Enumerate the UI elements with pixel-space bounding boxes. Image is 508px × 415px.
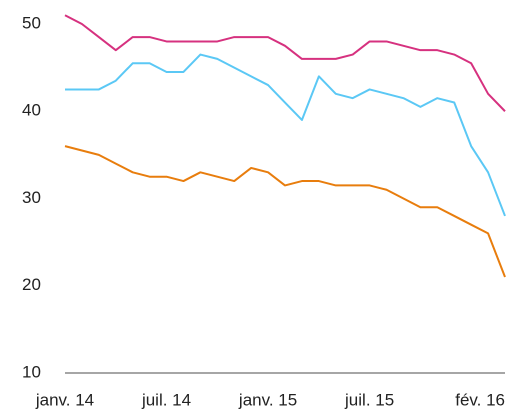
y-tick-label: 50: [22, 13, 41, 32]
y-tick-label: 40: [22, 101, 41, 120]
x-tick-label: janv. 15: [238, 390, 297, 409]
line-series: [64, 14, 506, 112]
x-tick-label: fév. 16: [455, 390, 505, 409]
x-tick-label: juil. 15: [344, 390, 394, 409]
y-tick-label: 10: [22, 362, 41, 381]
line-series: [65, 53, 506, 217]
x-tick-label: juil. 14: [141, 390, 191, 409]
y-tick-label: 30: [22, 188, 41, 207]
x-tick-label: janv. 14: [35, 390, 94, 409]
line-series: [64, 145, 506, 278]
y-tick-label: 20: [22, 275, 41, 294]
